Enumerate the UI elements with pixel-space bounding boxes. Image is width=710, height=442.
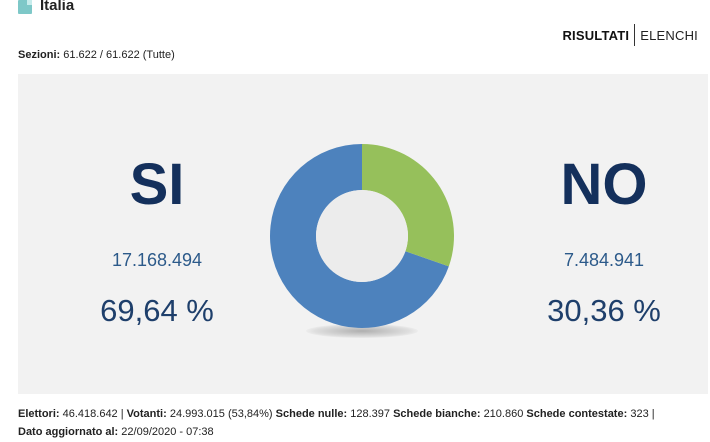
elettori-value: 46.418.642 |: [62, 408, 124, 420]
tab-elenchi[interactable]: ELENCHI: [640, 27, 698, 43]
contestate-value: 323 |: [630, 408, 655, 420]
no-votes: 7.484.941: [563, 250, 645, 270]
votanti-label: Votanti:: [126, 408, 167, 420]
donut-chart: [270, 144, 454, 328]
bianche-value: 210.860: [483, 408, 524, 420]
contestate-label: Schede contestate:: [526, 408, 628, 420]
view-nav: RISULTATI ELENCHI: [562, 24, 698, 46]
nulle-label: Schede nulle:: [275, 408, 348, 420]
votanti-value: 24.993.015 (53,84%): [169, 408, 273, 420]
footer-line-2: Dato aggiornato al: 22/09/2020 - 07:38: [18, 423, 655, 441]
sections-label: Sezioni:: [18, 49, 61, 61]
region-flag-icon: [18, 0, 32, 14]
no-percent: 30,36 %: [547, 293, 661, 328]
tab-risultati[interactable]: RISULTATI: [562, 27, 630, 43]
nav-divider: [634, 24, 636, 46]
si-label: SI: [129, 152, 185, 217]
donut-hole: [316, 190, 408, 282]
sections-value: 61.622 / 61.622 (Tutte): [63, 49, 175, 61]
footer-stats: Elettori: 46.418.642 | Votanti: 24.993.0…: [18, 405, 655, 441]
aggiornato-label: Dato aggiornato al:: [18, 426, 119, 438]
header: Italia: [0, 0, 710, 20]
slice-si: [270, 144, 449, 328]
no-label: NO: [560, 152, 648, 217]
aggiornato-value: 22/09/2020 - 07:38: [121, 426, 214, 438]
elettori-label: Elettori:: [18, 408, 60, 420]
footer-line-1: Elettori: 46.418.642 | Votanti: 24.993.0…: [18, 405, 655, 423]
slice-no: [362, 144, 454, 267]
bianche-label: Schede bianche:: [393, 408, 481, 420]
region-title: Italia: [40, 0, 75, 14]
chart-shadow: [306, 324, 418, 338]
si-percent: 69,64 %: [100, 293, 214, 328]
nulle-value: 128.397: [350, 408, 391, 420]
si-votes: 17.168.494: [111, 250, 203, 270]
sections-summary: Sezioni: 61.622 / 61.622 (Tutte): [18, 49, 175, 61]
results-panel: SI 17.168.494 69,64 % NO 7.484.941 30,36…: [18, 74, 708, 394]
